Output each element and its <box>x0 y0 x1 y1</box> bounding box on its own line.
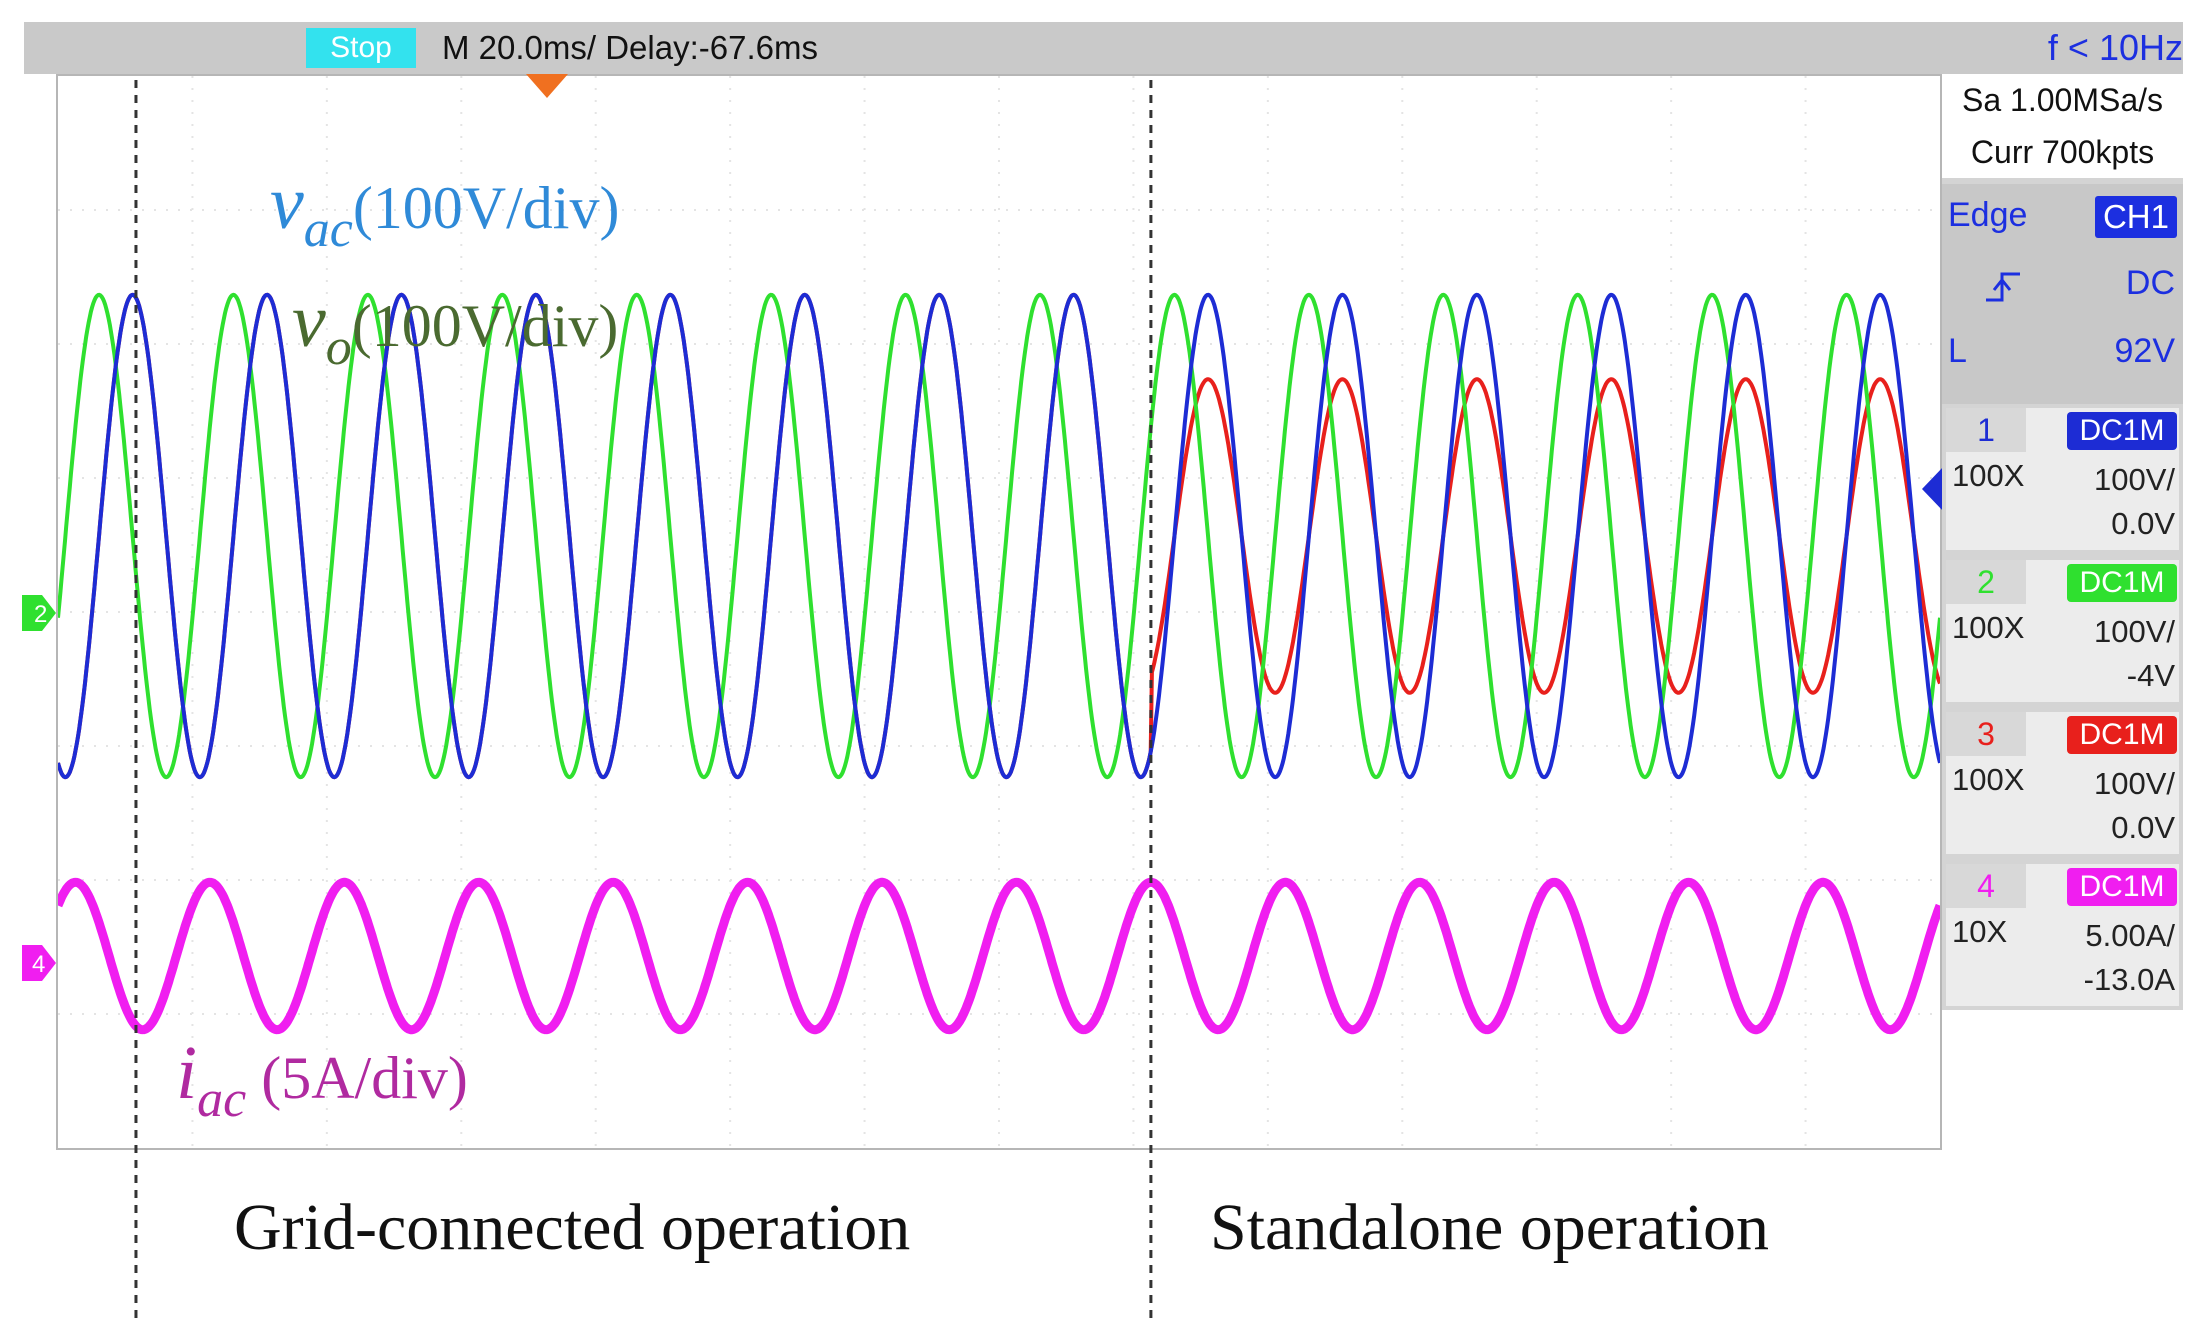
trigger-mode: Edge <box>1948 196 2028 234</box>
waveform-ch4-trace <box>58 877 1940 1035</box>
vo-annotation: vo(100V/div) <box>292 279 619 376</box>
trigger-frequency-readout: f < 10Hz <box>2047 27 2183 68</box>
ch4-marker-label: 4 <box>32 951 45 978</box>
vac-annotation: vac(100V/div) <box>270 161 620 258</box>
memory-depth-readout: Curr 700kpts <box>1942 126 2183 178</box>
ch3-number: 3 <box>1946 712 2026 756</box>
trigger-level-label: L <box>1948 332 1967 370</box>
waveform-display <box>56 74 1942 1150</box>
trigger-position-marker[interactable] <box>522 74 572 102</box>
ch3-probe: 100X <box>1952 762 2025 797</box>
ch2-marker-label: 2 <box>34 601 47 628</box>
timebase-readout[interactable]: M 20.0ms/ Delay:-67.6ms <box>442 29 818 66</box>
channel-3-settings[interactable]: 3 DC1M 100X 100V/0.0V <box>1946 712 2179 854</box>
trigger-coupling: DC <box>2125 264 2175 302</box>
channel-4-settings[interactable]: 4 DC1M 10X 5.00A/-13.0A <box>1946 864 2179 1006</box>
run-stop-button[interactable]: Stop <box>306 28 416 68</box>
ch4-scale-offset: 5.00A/-13.0A <box>2083 918 2175 997</box>
waveform-plot <box>58 76 1940 1148</box>
ch2-number: 2 <box>1946 560 2026 604</box>
grid-connected-label: Grid-connected operation <box>234 1191 911 1264</box>
scope-side-panel: Sa 1.00MSa/s Curr 700kpts Edge CH1 DC L … <box>1942 74 2183 1010</box>
ch2-coupling-badge: DC1M <box>2067 564 2177 602</box>
rising-edge-icon <box>1986 272 2020 302</box>
ch3-scale-offset: 100V/0.0V <box>2093 766 2175 845</box>
ch1-number: 1 <box>1946 408 2026 452</box>
waveform-ch2-trace <box>58 292 1940 780</box>
ch1-probe: 100X <box>1952 458 2025 493</box>
trigger-level-value: 92V <box>2114 332 2176 370</box>
ch2-ground-marker[interactable]: 2 <box>22 592 62 634</box>
ch2-probe: 100X <box>1952 610 2025 645</box>
waveform-ch1-trace <box>58 292 1940 780</box>
trigger-source-badge: CH1 <box>2094 196 2177 238</box>
ch2-scale-offset: 100V/-4V <box>2093 614 2175 693</box>
channel-2-settings[interactable]: 2 DC1M 100X 100V/-4V <box>1946 560 2179 702</box>
ch1-scale-offset: 100V/0.0V <box>2093 462 2175 541</box>
ch4-ground-marker[interactable]: 4 <box>22 942 62 984</box>
ch3-coupling-badge: DC1M <box>2067 716 2177 754</box>
standalone-label: Standalone operation <box>1210 1191 1770 1264</box>
channel-1-settings[interactable]: 1 DC1M 100X 100V/0.0V <box>1946 408 2179 550</box>
ch1-coupling-badge: DC1M <box>2067 412 2177 450</box>
scope-status-bar: Stop M 20.0ms/ Delay:-67.6ms f < 10Hz <box>24 22 2183 74</box>
sample-rate-readout: Sa 1.00MSa/s <box>1942 74 2183 126</box>
iac-annotation: iac (5A/div) <box>176 1031 468 1128</box>
ch4-probe: 10X <box>1952 914 2008 949</box>
ch4-number: 4 <box>1946 864 2026 908</box>
trigger-settings[interactable]: Edge CH1 DC L 92V <box>1942 184 2183 404</box>
ch4-coupling-badge: DC1M <box>2067 868 2177 906</box>
trigger-level-marker[interactable] <box>1922 466 1944 512</box>
